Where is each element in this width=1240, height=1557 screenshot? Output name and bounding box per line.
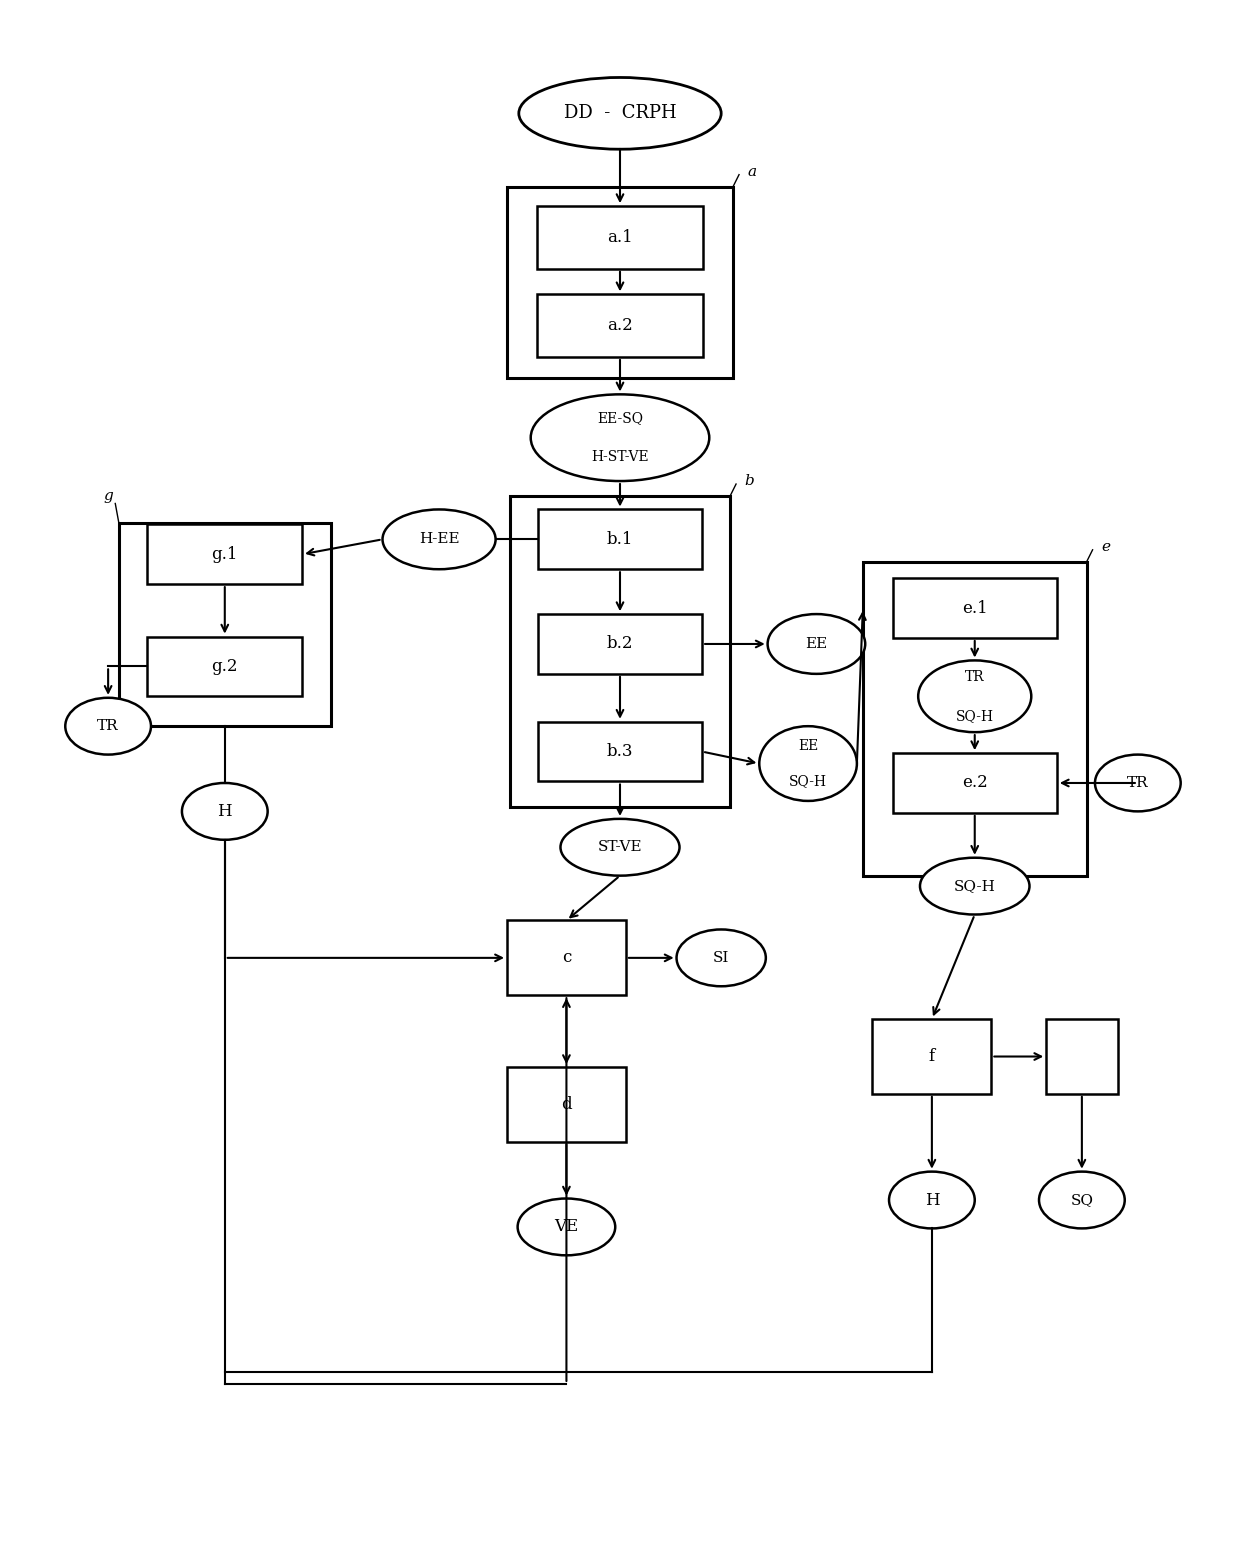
- Bar: [119, 523, 331, 726]
- Bar: [510, 497, 730, 807]
- Text: f: f: [929, 1048, 935, 1065]
- Ellipse shape: [677, 930, 766, 986]
- Text: d: d: [562, 1096, 572, 1113]
- Text: a: a: [748, 165, 756, 179]
- Bar: [538, 509, 702, 570]
- Ellipse shape: [382, 509, 496, 570]
- Bar: [893, 578, 1056, 638]
- Bar: [148, 637, 303, 696]
- Text: SQ: SQ: [1070, 1193, 1094, 1207]
- Text: e.2: e.2: [962, 774, 987, 791]
- Bar: [893, 754, 1056, 813]
- Bar: [537, 294, 703, 357]
- Text: c: c: [562, 950, 572, 967]
- Text: e.1: e.1: [962, 599, 987, 617]
- Text: TR: TR: [97, 719, 119, 733]
- Text: a.2: a.2: [608, 318, 632, 335]
- Text: b.1: b.1: [606, 531, 634, 548]
- Ellipse shape: [66, 698, 151, 755]
- Text: H-ST-VE: H-ST-VE: [591, 450, 649, 464]
- Bar: [538, 722, 702, 782]
- Ellipse shape: [531, 394, 709, 481]
- Ellipse shape: [560, 819, 680, 875]
- Ellipse shape: [889, 1171, 975, 1228]
- Bar: [148, 525, 303, 584]
- Text: g.1: g.1: [212, 547, 238, 562]
- Ellipse shape: [1095, 755, 1180, 811]
- Text: EE: EE: [805, 637, 827, 651]
- Text: TR: TR: [1127, 775, 1148, 789]
- Ellipse shape: [182, 783, 268, 839]
- Text: EE-SQ: EE-SQ: [596, 411, 644, 425]
- Bar: [863, 562, 1086, 875]
- Bar: [537, 206, 703, 269]
- Text: b: b: [744, 473, 754, 487]
- Ellipse shape: [518, 78, 722, 149]
- Ellipse shape: [759, 726, 857, 800]
- Text: SI: SI: [713, 951, 729, 965]
- Ellipse shape: [768, 613, 866, 674]
- Bar: [873, 1020, 992, 1095]
- Text: H-EE: H-EE: [419, 532, 459, 547]
- Text: DD  -  CRPH: DD - CRPH: [564, 104, 676, 123]
- Text: H: H: [925, 1191, 939, 1208]
- Text: b.2: b.2: [606, 635, 634, 652]
- Ellipse shape: [517, 1199, 615, 1255]
- Ellipse shape: [920, 858, 1029, 914]
- Bar: [507, 920, 626, 995]
- Bar: [507, 187, 733, 378]
- Text: H: H: [217, 803, 232, 821]
- Text: g.2: g.2: [212, 659, 238, 674]
- Text: g: g: [103, 489, 113, 503]
- Text: SQ-H: SQ-H: [789, 774, 827, 788]
- Ellipse shape: [918, 660, 1032, 732]
- Bar: [538, 613, 702, 674]
- Text: SQ-H: SQ-H: [956, 708, 993, 722]
- Ellipse shape: [1039, 1171, 1125, 1228]
- Text: EE: EE: [799, 738, 818, 752]
- Bar: [1047, 1020, 1117, 1095]
- Text: VE: VE: [554, 1219, 579, 1235]
- Bar: [507, 1067, 626, 1141]
- Text: a.1: a.1: [608, 229, 632, 246]
- Text: SQ-H: SQ-H: [954, 880, 996, 894]
- Text: e: e: [1101, 540, 1110, 554]
- Text: ST-VE: ST-VE: [598, 841, 642, 855]
- Text: TR: TR: [965, 670, 985, 684]
- Text: b.3: b.3: [606, 743, 634, 760]
